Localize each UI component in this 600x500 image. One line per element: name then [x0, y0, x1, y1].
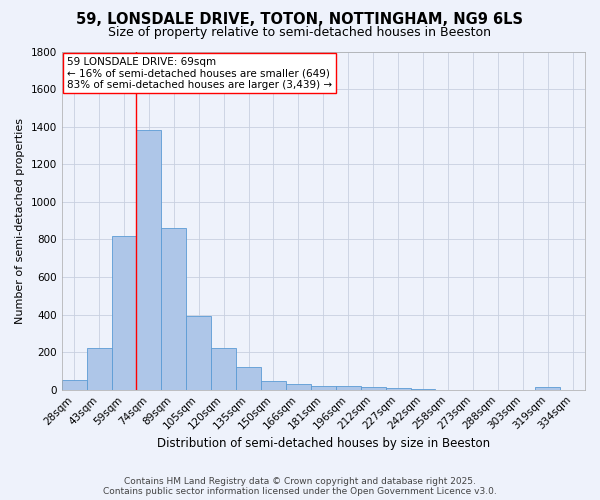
Bar — [161, 228, 186, 390]
Text: Size of property relative to semi-detached houses in Beeston: Size of property relative to semi-detach… — [109, 26, 491, 39]
Text: 59 LONSDALE DRIVE: 69sqm
← 16% of semi-detached houses are smaller (649)
83% of : 59 LONSDALE DRIVE: 69sqm ← 16% of semi-d… — [67, 56, 332, 90]
X-axis label: Distribution of semi-detached houses by size in Beeston: Distribution of semi-detached houses by … — [157, 437, 490, 450]
Bar — [261, 380, 286, 390]
Bar — [136, 130, 161, 390]
Bar — [186, 316, 211, 390]
Text: Contains HM Land Registry data © Crown copyright and database right 2025.
Contai: Contains HM Land Registry data © Crown c… — [103, 476, 497, 496]
Bar — [211, 348, 236, 390]
Bar — [311, 386, 336, 390]
Bar — [236, 367, 261, 390]
Bar — [386, 388, 410, 390]
Bar — [535, 388, 560, 390]
Bar — [286, 384, 311, 390]
Bar — [112, 236, 136, 390]
Text: 59, LONSDALE DRIVE, TOTON, NOTTINGHAM, NG9 6LS: 59, LONSDALE DRIVE, TOTON, NOTTINGHAM, N… — [77, 12, 523, 28]
Bar — [361, 388, 386, 390]
Bar — [336, 386, 361, 390]
Bar — [86, 348, 112, 390]
Bar — [62, 380, 86, 390]
Bar — [410, 389, 436, 390]
Y-axis label: Number of semi-detached properties: Number of semi-detached properties — [15, 118, 25, 324]
